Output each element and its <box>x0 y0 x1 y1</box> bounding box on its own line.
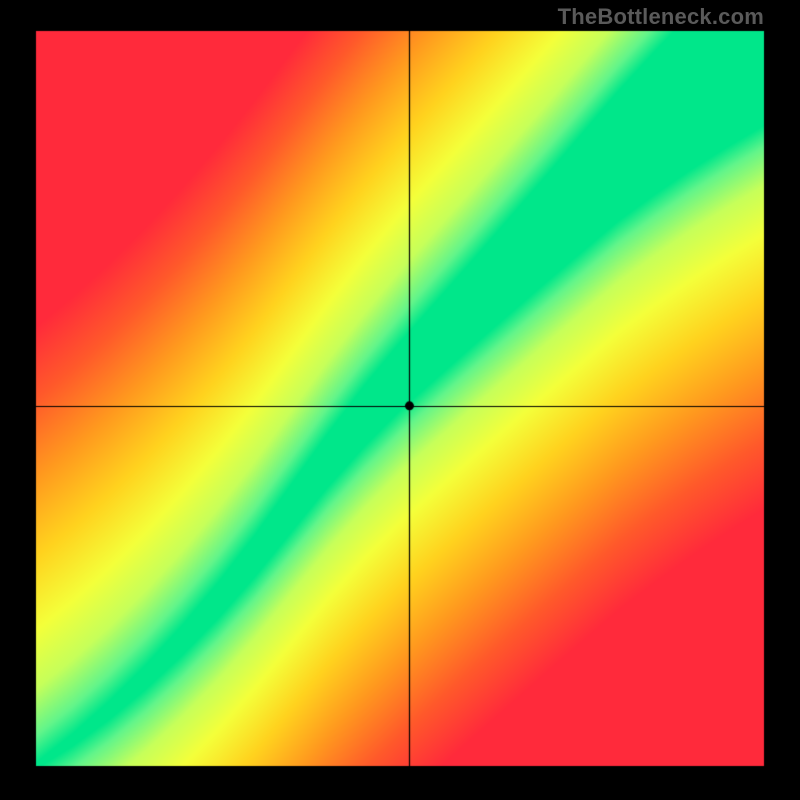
bottleneck-heatmap <box>0 0 800 800</box>
watermark-text: TheBottleneck.com <box>558 4 764 30</box>
